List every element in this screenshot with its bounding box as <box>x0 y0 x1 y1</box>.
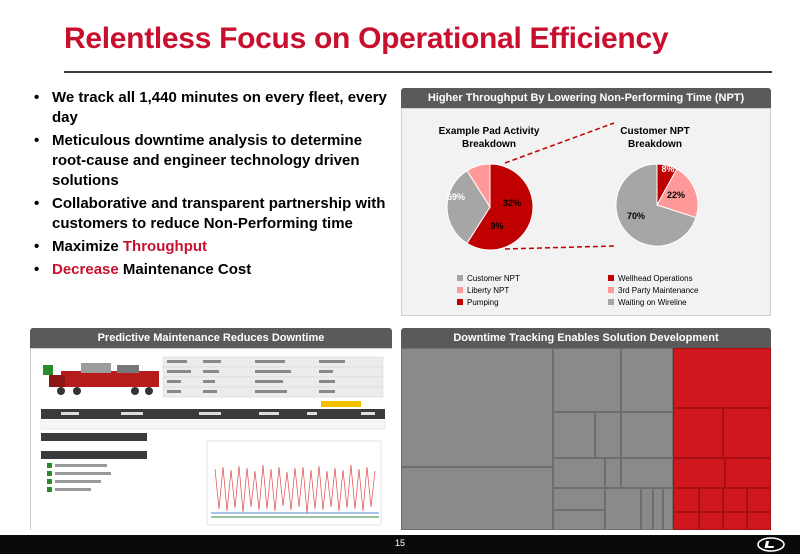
treemap-cell <box>401 467 553 530</box>
legend-label: Customer NPT <box>467 273 520 283</box>
pie-slice <box>656 168 699 219</box>
slide-title: Relentless Focus on Operational Efficien… <box>64 22 669 55</box>
pie-data-label: 22% <box>667 190 685 200</box>
pie-slice <box>466 163 491 209</box>
bullet-highlight: Decrease <box>52 261 119 278</box>
page-number: 15 <box>394 538 405 548</box>
bullet-text: Collaborative and transparent partnershi… <box>52 195 386 232</box>
legend-entry: Wellhead Operations <box>608 272 699 284</box>
treemap-cell-red <box>747 512 771 530</box>
legend-swatch <box>457 275 463 281</box>
treemap-cell <box>621 458 673 488</box>
bullet-text: Maintenance Cost <box>118 261 252 278</box>
pie-data-label: 32% <box>503 198 521 208</box>
pie-data-label: 8% <box>661 164 674 174</box>
pie-data-label: 70% <box>627 211 645 221</box>
pm-panel <box>30 348 393 531</box>
treemap-cell <box>621 412 673 458</box>
bullet-item: Meticulous downtime analysis to determin… <box>30 131 390 191</box>
legend-swatch <box>608 299 614 305</box>
treemap-cell <box>595 412 621 458</box>
bullet-item: Decrease Maintenance Cost <box>30 260 390 280</box>
treemap-cell <box>605 458 621 488</box>
treemap-cell-red <box>699 488 723 512</box>
footer-bar: 15 <box>0 535 800 554</box>
treemap-cell <box>553 458 605 488</box>
legend-swatch <box>457 287 463 293</box>
legend-swatch <box>608 287 614 293</box>
bullet-item: Maximize Throughput <box>30 237 390 257</box>
treemap-cell <box>641 488 653 530</box>
maintenance-dashboard-image <box>31 349 393 531</box>
legend-label: Waiting on Wireline <box>618 297 687 307</box>
treemap-cell-red <box>673 408 723 458</box>
legend-label: Pumping <box>467 297 499 307</box>
treemap-cell-red <box>723 408 771 458</box>
bullet-list: We track all 1,440 minutes on every flee… <box>30 88 390 283</box>
legend-entry: Liberty NPT <box>457 284 520 296</box>
treemap-cell <box>553 488 605 510</box>
pie-activity-legend: Customer NPT Liberty NPT Pumping <box>457 272 520 308</box>
frac-truck-icon <box>43 363 159 395</box>
downtime-treemap <box>401 348 771 530</box>
treemap-cell-red <box>673 512 699 530</box>
treemap-cell-red <box>673 348 771 408</box>
pie-customer-npt-title: Customer NPT Breakdown <box>620 126 690 150</box>
treemap-cell <box>653 488 663 530</box>
legend-entry: Waiting on Wireline <box>608 296 699 308</box>
treemap-cell-red <box>699 512 723 530</box>
treemap-cell <box>605 488 641 530</box>
npt-pies-chart: 59% 32% 9% 8% 22% 70% <box>446 122 699 251</box>
pie-customer-npt-legend: Wellhead Operations 3rd Party Maintenance… <box>608 272 699 308</box>
npt-panel: Example Pad Activity Breakdown Customer … <box>401 108 771 316</box>
bullet-text: We track all 1,440 minutes on every flee… <box>52 89 387 126</box>
pie-slice <box>446 170 491 244</box>
legend-entry: 3rd Party Maintenance <box>608 284 699 296</box>
treemap-panel-header: Downtime Tracking Enables Solution Devel… <box>401 328 771 348</box>
treemap-cell <box>663 488 673 530</box>
title-divider <box>64 71 772 73</box>
bullet-highlight: Throughput <box>122 238 208 255</box>
treemap-cell <box>621 348 673 412</box>
legend-swatch <box>608 275 614 281</box>
npt-panel-header: Higher Throughput By Lowering Non-Perfor… <box>401 88 771 108</box>
treemap-cell-red <box>723 488 747 512</box>
zoom-line-top <box>504 122 615 164</box>
pie-slice <box>615 163 697 247</box>
legend-label: 3rd Party Maintenance <box>618 285 699 295</box>
zoom-line-bottom <box>504 245 615 250</box>
legend-entry: Customer NPT <box>457 272 520 284</box>
pm-panel-header: Predictive Maintenance Reduces Downtime <box>30 328 392 348</box>
pie-activity-title: Example Pad Activity Breakdown <box>438 126 540 150</box>
bullet-text: Maximize <box>52 238 123 255</box>
legend-label: Wellhead Operations <box>618 273 693 283</box>
treemap-cell <box>401 348 553 467</box>
treemap-cell-red <box>725 458 771 488</box>
legend-entry: Pumping <box>457 296 520 308</box>
liberty-logo-icon <box>757 537 785 552</box>
treemap-cell <box>553 510 605 530</box>
treemap-cell-red <box>673 458 725 488</box>
legend-label: Liberty NPT <box>467 285 510 295</box>
pie-slice <box>466 163 534 251</box>
bullet-text: Meticulous downtime analysis to determin… <box>52 132 363 189</box>
treemap-cell <box>553 348 621 412</box>
treemap-cell-red <box>747 488 771 512</box>
treemap-cell-red <box>673 488 699 512</box>
pie-data-label: 9% <box>490 221 503 231</box>
treemap-cell <box>553 412 595 458</box>
treemap-cell-red <box>723 512 747 530</box>
bullet-item: Collaborative and transparent partnershi… <box>30 194 390 234</box>
legend-swatch <box>457 299 463 305</box>
bullet-item: We track all 1,440 minutes on every flee… <box>30 88 390 128</box>
pie-data-label: 59% <box>447 192 465 202</box>
